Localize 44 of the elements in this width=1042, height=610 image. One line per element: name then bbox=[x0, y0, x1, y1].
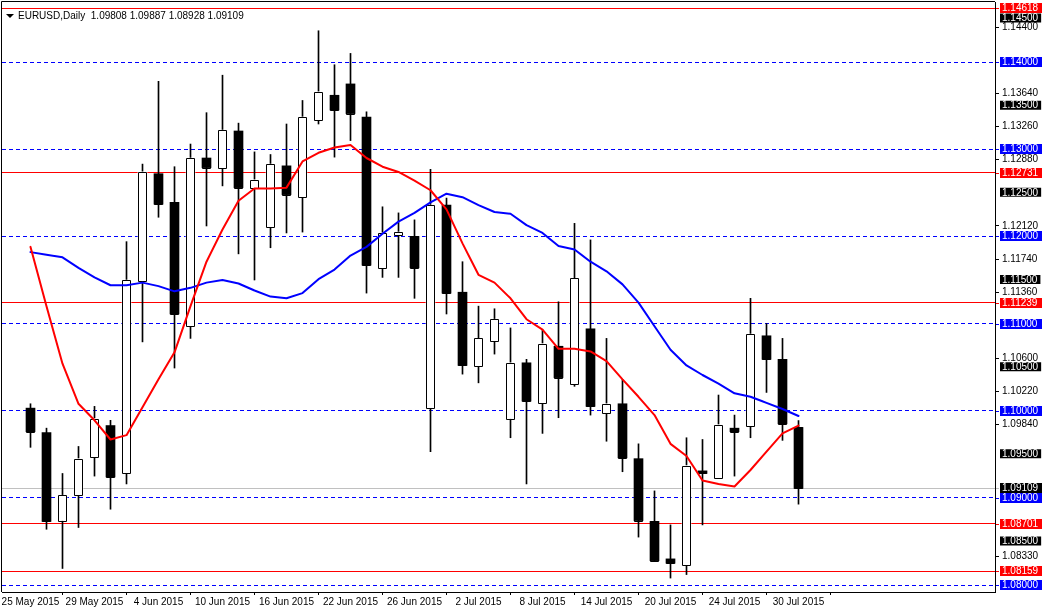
y-tick-label: 1.12880 bbox=[1002, 153, 1039, 165]
ref-line-label: 1.09109 bbox=[1002, 481, 1039, 493]
ref-line-label: 1.10000 bbox=[1002, 404, 1039, 416]
ref-line-label: 1.13000 bbox=[1002, 142, 1039, 154]
ref-line-label: 1.08159 bbox=[1002, 564, 1039, 576]
x-tick-label: 25 May 2015 bbox=[1, 595, 60, 607]
ref-line-label: 1.14000 bbox=[1002, 55, 1039, 67]
y-tick-label: 1.14400 bbox=[1002, 21, 1039, 33]
y-tick-label: 1.11740 bbox=[1002, 252, 1038, 264]
y-tick-label: 1.10500 bbox=[1002, 360, 1039, 372]
y-tick-label: 1.11360 bbox=[1002, 285, 1038, 297]
y-tick-label: 1.08330 bbox=[1002, 550, 1039, 562]
y-tick-label: 1.13260 bbox=[1002, 120, 1039, 132]
x-tick-label: 14 Jul 2015 bbox=[580, 595, 633, 607]
ref-line-label: 1.12731 bbox=[1002, 166, 1039, 178]
y-tick-label: 1.12120 bbox=[1002, 219, 1039, 231]
y-tick-label: 1.13500 bbox=[1002, 99, 1039, 111]
x-tick-label: 22 Jun 2015 bbox=[322, 595, 379, 607]
ref-line-label: 1.11239 bbox=[1002, 296, 1038, 308]
x-tick-label: 10 Jun 2015 bbox=[194, 595, 251, 607]
x-tick-label: 20 Jul 2015 bbox=[644, 595, 697, 607]
ref-line-label: 1.09000 bbox=[1002, 491, 1039, 503]
y-tick-label: 1.10220 bbox=[1002, 385, 1039, 397]
y-tick-label: 1.08500 bbox=[1002, 535, 1039, 547]
ref-line-label: 1.08000 bbox=[1002, 578, 1039, 590]
x-tick-label: 2 Jul 2015 bbox=[455, 595, 503, 607]
y-tick-label: 1.09840 bbox=[1002, 418, 1039, 430]
x-tick-label: 29 May 2015 bbox=[65, 595, 124, 607]
x-tick-label: 30 Jul 2015 bbox=[772, 595, 825, 607]
y-tick-label: 1.13640 bbox=[1002, 87, 1039, 99]
y-tick-label: 1.12500 bbox=[1002, 186, 1039, 198]
y-tick-label: 1.14500 bbox=[1002, 12, 1039, 24]
ref-line-label: 1.14618 bbox=[1002, 1, 1039, 13]
x-tick-label: 16 Jun 2015 bbox=[258, 595, 315, 607]
text: EURUSD,Daily 1.09808 1.09887 1.08928 1.09109 bbox=[18, 9, 245, 21]
ref-line-label: 1.08701 bbox=[1002, 517, 1039, 529]
x-tick-label: 26 Jun 2015 bbox=[386, 595, 443, 607]
ref-line-label: 1.11000 bbox=[1002, 317, 1038, 329]
x-tick-label: 4 Jun 2015 bbox=[133, 595, 184, 607]
x-tick-label: 8 Jul 2015 bbox=[519, 595, 567, 607]
x-tick-label: 24 Jul 2015 bbox=[708, 595, 761, 607]
y-tick-label: 1.09500 bbox=[1002, 448, 1039, 460]
ref-line-label: 1.12000 bbox=[1002, 229, 1039, 241]
y-tick-label: 1.11500 bbox=[1002, 273, 1038, 285]
